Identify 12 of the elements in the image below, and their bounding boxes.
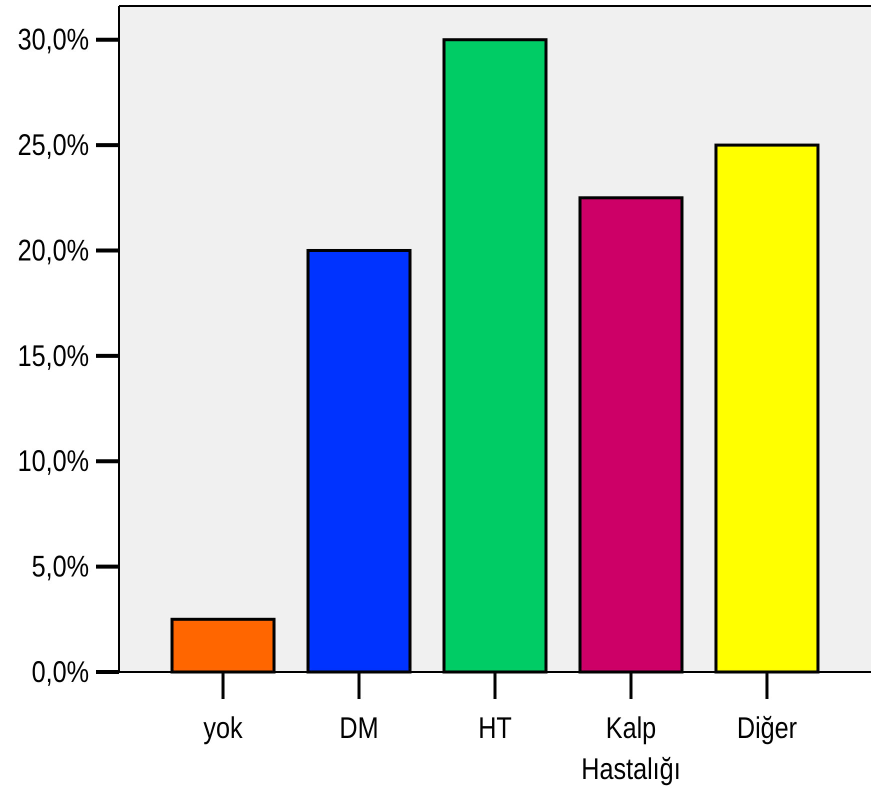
y-tick-label: 15,0% [18, 338, 89, 372]
x-tick-label: Kalp Hastalığı [581, 710, 681, 786]
y-tick-label: 0,0% [32, 654, 89, 688]
x-tick-label: DM [339, 710, 379, 744]
y-tick-label: 30,0% [18, 22, 89, 56]
y-tick-label: 25,0% [18, 128, 89, 162]
x-tick-label: HT [478, 710, 512, 744]
x-tick-label: yok [203, 710, 243, 744]
x-tick-label: Diğer [736, 710, 798, 744]
y-tick-label: 10,0% [18, 444, 89, 478]
y-tick-label: 5,0% [32, 550, 89, 584]
y-tick-label: 20,0% [18, 233, 89, 267]
